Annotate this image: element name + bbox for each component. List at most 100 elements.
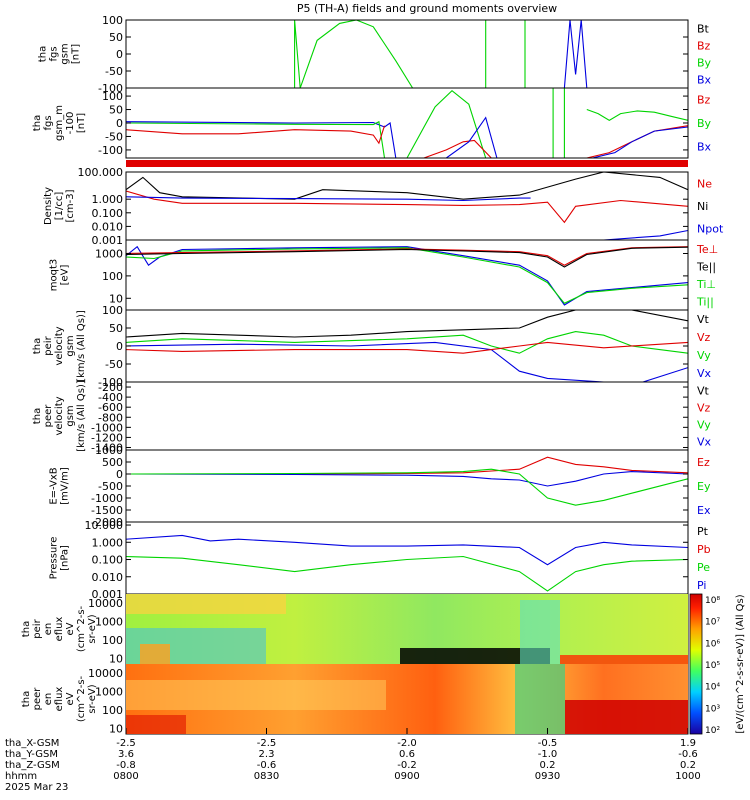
velocity-peir-tick-label-4: -100 — [98, 376, 123, 389]
peir-bottom-red-band — [560, 655, 688, 664]
panel-velocity-peir: 100 50 0 -50 -100 tha peir velocity gsm [km/s (Al… — [32, 304, 712, 389]
density-tick-label-3: 0.010 — [92, 220, 124, 233]
fgs-gsm-2-series-3 — [406, 89, 487, 158]
efield-legend-0: Ez — [697, 456, 710, 469]
velocity-peir-tick-label-0: 100 — [102, 304, 123, 317]
velocity-peir-legend-1: Vz — [697, 331, 711, 344]
pressure-tick-label-3: 0.010 — [92, 571, 124, 584]
velocity-peir-legend-3: Vx — [697, 367, 712, 380]
pressure-tick-label-4: 0.001 — [92, 588, 124, 601]
fgs-gsm-1-plot-area — [126, 20, 688, 88]
fgs-gsm-2-series-5 — [445, 116, 498, 158]
peer-spectrogram-tick-label-1: 1000 — [95, 685, 123, 698]
pressure-series — [126, 534, 688, 592]
peer-bottom-red-block — [565, 700, 688, 734]
colorbar-label-6: 10² — [705, 726, 720, 736]
fgs-gsm-2-legend-1: By — [697, 117, 712, 130]
efield-legend-2: Ex — [697, 504, 711, 517]
pressure-tick-label-1: 1.000 — [92, 536, 124, 549]
pressure-tick-label-0: 10.000 — [85, 519, 124, 532]
fgs-gsm-2-plot-area — [126, 88, 688, 158]
density-tick-label-1: 1.000 — [92, 193, 124, 206]
fgs-gsm-2-ylabel-0: tha — [32, 115, 43, 131]
pressure-legend-2: Pe — [697, 561, 710, 574]
efield-tick-label-4: -1000 — [91, 492, 123, 505]
colorbar-label-0: 10⁸ — [705, 596, 720, 606]
peer-spectrogram-ylabel-4: eV — [65, 692, 76, 705]
pressure-legend-0: Pt — [697, 525, 709, 538]
velocity-peer-tick-label-6: -1400 — [91, 441, 123, 454]
x-row-3-value-1: 0830 — [254, 771, 279, 782]
peer-spectrogram-tick-label-3: 10 — [109, 722, 123, 735]
x-row-3-value-3: 0930 — [535, 771, 560, 782]
fgs-gsm-1-ylabel-1: fgs — [49, 46, 60, 61]
colorbar-gradient — [689, 593, 703, 735]
fgs-gsm-1-series — [294, 20, 588, 88]
colorbar: 10⁸ 10⁷ 10⁶ 10⁵ 10⁴ 10³ 10² [eV/(cm^2-s-sr-eV)… — [689, 593, 746, 736]
peer-spectrogram-image — [126, 664, 688, 734]
x-row-2-value-4: 0.2 — [680, 760, 696, 771]
peir-spectrogram-tick-label-1: 1000 — [95, 615, 123, 628]
spectrograms — [126, 594, 688, 734]
velocity-peir-series-0 — [126, 310, 688, 338]
colorbar-label-1: 10⁷ — [705, 618, 720, 628]
peir-spectrogram-ylabel-0: tha — [21, 621, 32, 637]
efield-series-0 — [126, 456, 688, 475]
x-row-1-value-3: -1.0 — [538, 749, 558, 760]
density-plot-area — [126, 172, 688, 240]
fgs-gsm-2-series — [126, 88, 688, 158]
x-axis-block: tha_X-GSM -2.5 -2.5 -2.0 -0.5 1.9 tha_Y-GSM 3.6… — [5, 728, 701, 793]
velocity-peir-legend-2: Vy — [697, 349, 711, 362]
pressure-series-1 — [126, 555, 688, 592]
efield-legend-1: Ey — [697, 480, 711, 493]
fgs-gsm-2-legend-0: Bz — [697, 94, 711, 107]
peir-spectrogram-ylabel-1: peir — [32, 618, 43, 638]
x-row-3-value-2: 0900 — [394, 771, 419, 782]
fgs-gsm-2-series-2 — [126, 125, 386, 145]
fgs-gsm-1-series-0 — [294, 20, 414, 88]
velocity-peer-ylabel-4: [km/s (All Qs)] — [76, 380, 87, 452]
fgs-gsm-2-tick-label-0: 100 — [102, 90, 123, 103]
peir-spectrogram-tick-label-2: 100 — [102, 634, 123, 647]
peer-spectrogram-ylabel-6: sr-eV) — [87, 684, 98, 713]
fgs-gsm-2-tick-label-3: -50 — [105, 130, 123, 143]
efield-tick-label-6: -2000 — [91, 516, 123, 529]
velocity-peir-series-2 — [126, 341, 688, 382]
velocity-peer-tick-label-4: -1000 — [91, 421, 123, 434]
temperature-legend-1: Te|| — [696, 260, 716, 273]
x-row-1-value-2: 0.6 — [399, 749, 415, 760]
pressure-series-0 — [126, 534, 688, 566]
velocity-peir-series — [126, 310, 688, 382]
efield-tick-label-3: -500 — [98, 480, 123, 493]
peir-spectrogram-image — [126, 594, 688, 664]
velocity-peer-plot-area — [126, 382, 688, 450]
velocity-peir-ylabel-4: [km/s (All Qs)] — [76, 310, 87, 382]
efield-tick-label-0: 1000 — [95, 444, 123, 457]
peer-spectrogram-ylabel-1: peer — [32, 687, 43, 711]
fgs-gsm-2-ylabel-1: fgs — [43, 115, 54, 130]
velocity-peer-tick-label-1: -400 — [98, 391, 123, 404]
colorbar-label-2: 10⁶ — [705, 639, 720, 649]
fgs-gsm-2-tick-label-2: 0 — [116, 117, 123, 130]
velocity-peir-ylabel-2: velocity — [54, 326, 65, 365]
x-row-2-value-0: -0.8 — [116, 760, 136, 771]
peir-vertical-stripe — [520, 600, 560, 664]
panel-pressure: 10.000 1.000 0.100 0.010 0.001 Pressure [nPa] P… — [49, 519, 711, 601]
fgs-gsm-1-legend-0: Bt — [697, 23, 710, 36]
temperature-legend-2: Ti⊥ — [696, 278, 716, 291]
peir-spectrogram-tick-label-0: 10000 — [88, 597, 123, 610]
velocity-peir-plot-area — [126, 310, 688, 382]
velocity-peir-series-3 — [126, 341, 688, 354]
panel-fgs-gsm-1: 100 50 0 -50 -100 tha fgs gsm [nT] Bt Bz By Bx — [38, 14, 712, 95]
density-ylabel-2: [cm-3] — [65, 189, 76, 222]
velocity-peer-ylabel-1: peer — [43, 404, 54, 428]
peir-spectrogram-ylabel-6: sr-eV) — [87, 614, 98, 643]
peir-high-energy-band — [126, 594, 286, 614]
peer-spectrogram-ylabel-0: tha — [21, 691, 32, 707]
x-row-3-value-4: 1000 — [675, 771, 700, 782]
fgs-gsm-2-series-10 — [592, 126, 688, 158]
density-series-3 — [603, 229, 688, 240]
efield-series — [126, 456, 688, 506]
